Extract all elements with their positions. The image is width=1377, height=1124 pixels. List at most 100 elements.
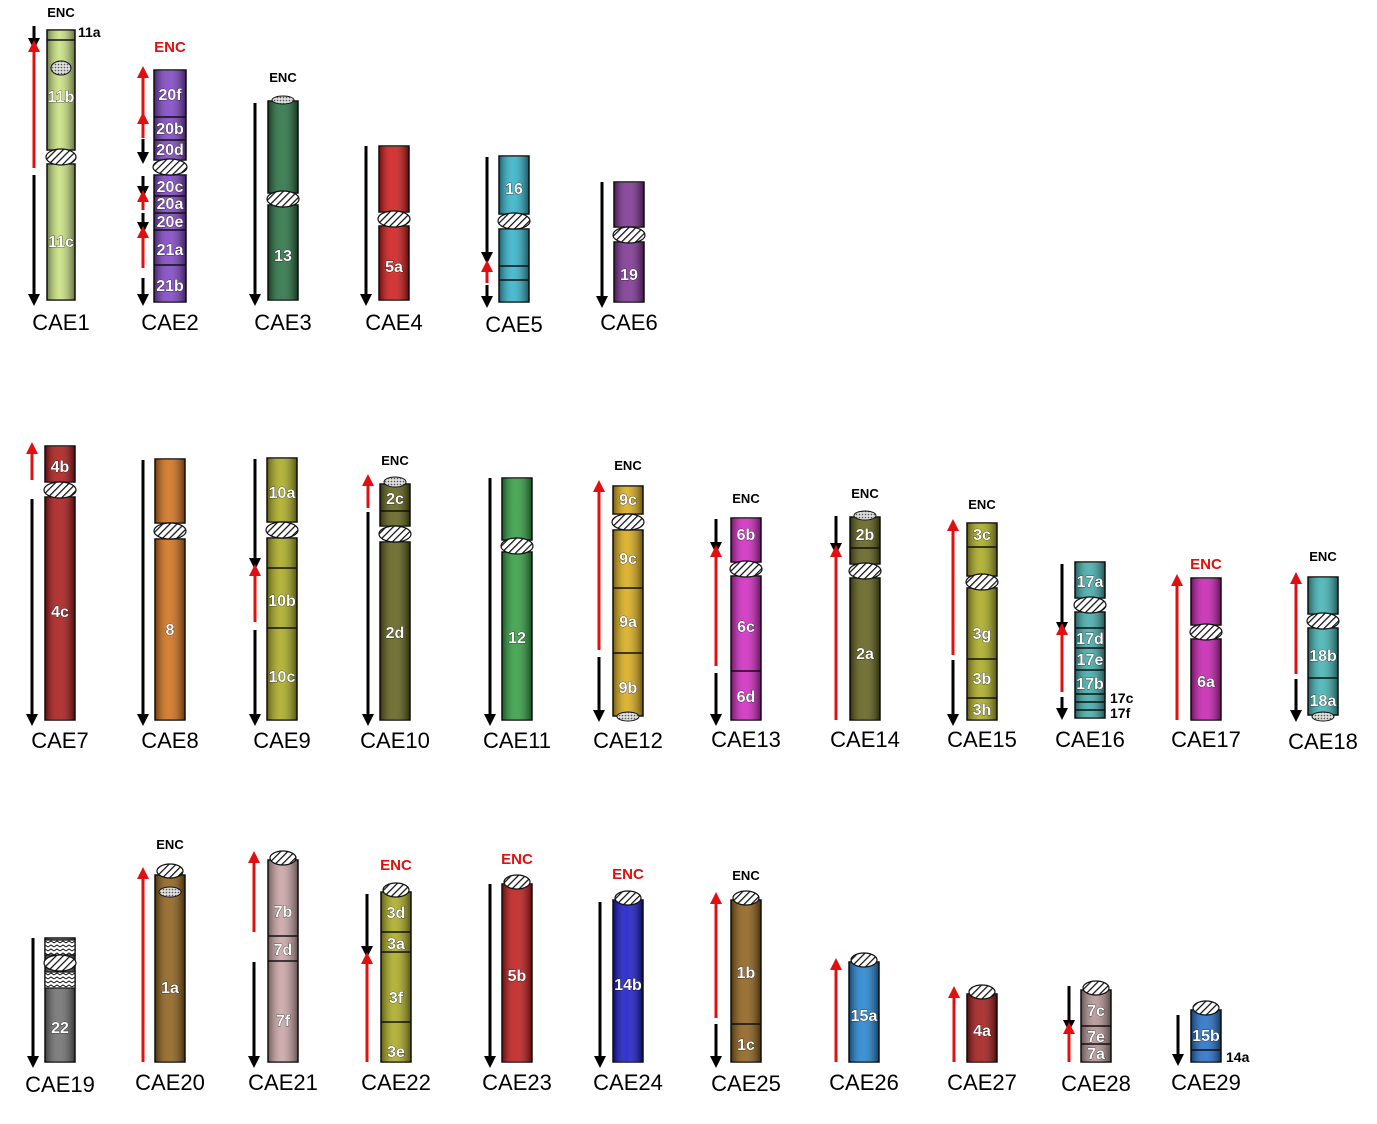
- arm-shading: [731, 900, 761, 1062]
- centromere: [378, 525, 412, 543]
- chromosome-cae5: 16 CAE5: [481, 155, 543, 337]
- segment-label: 17b: [1076, 676, 1104, 693]
- chromosome-label: CAE24: [593, 1070, 663, 1095]
- segment-label: 6b: [737, 527, 756, 544]
- segment-label: 10b: [268, 593, 296, 610]
- arm-shading: [380, 484, 410, 526]
- arm-shading: [967, 588, 997, 720]
- arm-shading: [268, 205, 298, 300]
- heterochromatin-knob: [383, 476, 407, 488]
- chromosome-cae7: 4b 4c CAE7: [26, 442, 89, 753]
- centromere: [611, 513, 645, 531]
- arm-shading: [499, 156, 529, 214]
- segment-label: 4b: [51, 459, 70, 476]
- side-label: 11a: [78, 24, 101, 40]
- centromere: [153, 522, 187, 540]
- arm-shading: [731, 576, 761, 720]
- segment-label: 9c: [619, 492, 637, 509]
- arm-shading: [850, 578, 880, 720]
- chromosome-cae3: 13 ENC CAE3: [249, 70, 312, 335]
- arm-shading: [45, 446, 75, 482]
- chromosome-label: CAE28: [1061, 1071, 1131, 1096]
- centromere: [43, 481, 77, 499]
- chromosome-cae15: 3c 3g 3b 3h ENC CAE15: [947, 497, 1017, 752]
- chromosome-label: CAE27: [947, 1070, 1017, 1095]
- chromosome-cae19: 22 CAE19: [25, 937, 95, 1097]
- arm-shading: [268, 101, 298, 193]
- enc-label: ENC: [269, 70, 297, 85]
- centromere: [1073, 596, 1107, 614]
- segment-label: 3a: [387, 936, 405, 953]
- segment-label: 20c: [157, 179, 184, 196]
- centromere: [1189, 623, 1223, 641]
- segment-label: 3b: [973, 671, 992, 688]
- enc-label: ENC: [154, 39, 186, 56]
- segment-label: 9b: [619, 680, 638, 697]
- arm-shading: [155, 875, 185, 1062]
- segment-label: 11c: [48, 234, 74, 251]
- arm-shading: [613, 486, 643, 514]
- chromosome-label: CAE10: [360, 728, 430, 753]
- segment-label: 3f: [389, 990, 404, 1007]
- enc-label: ENC: [732, 491, 760, 506]
- centromere: [965, 573, 999, 591]
- arm-shading: [967, 523, 997, 576]
- heterochromatin-knob: [158, 886, 182, 898]
- segment-label: 10c: [269, 669, 296, 686]
- chromosome-label: CAE6: [600, 310, 657, 335]
- centromere: [1192, 1000, 1220, 1016]
- chromosome-label: CAE23: [482, 1070, 552, 1095]
- chromosome-cae29: 15b 14a CAE29: [1171, 1000, 1250, 1095]
- chromosome-cae13: 6b 6c 6d ENC CAE13: [710, 491, 781, 752]
- chromosome-cae26: 15a CAE26: [829, 952, 899, 1095]
- heterochromatin-knob: [271, 95, 295, 105]
- centromere: [729, 560, 763, 578]
- arm-shading: [502, 884, 532, 1062]
- arm-shading: [379, 226, 409, 300]
- chromosome-cae18: 18b 18a ENC CAE18: [1288, 549, 1358, 754]
- segment-label: 7f: [276, 1013, 291, 1030]
- centromere: [43, 954, 77, 972]
- heterochromatin-knob: [853, 510, 877, 521]
- segment-label: 14b: [614, 977, 642, 994]
- segment-label: 3h: [973, 702, 992, 719]
- segment-label: 4a: [973, 1023, 991, 1040]
- arm-shading: [1308, 577, 1338, 614]
- chromosome-cae21: 7b 7d 7f CAE21: [248, 850, 318, 1095]
- chromosome-label: CAE7: [31, 728, 88, 753]
- enc-label: ENC: [380, 857, 412, 874]
- segment-label: 11b: [48, 89, 75, 106]
- segment-label: 3d: [387, 905, 406, 922]
- chromosome-cae9: 10a 10b 10c CAE9: [249, 457, 311, 753]
- arm-shading: [849, 962, 879, 1062]
- chromosome-label: CAE22: [361, 1070, 431, 1095]
- centromere: [382, 882, 410, 898]
- arm-shading: [614, 182, 644, 227]
- arm-shading: [731, 518, 761, 562]
- heterochromatin-block: [44, 971, 76, 989]
- chromosome-label: CAE3: [254, 310, 311, 335]
- segment-label: 17d: [1076, 631, 1104, 648]
- segment-label: 2c: [386, 491, 404, 508]
- heterochromatin-knob: [1311, 711, 1335, 722]
- centromere: [266, 190, 300, 208]
- centromere: [732, 890, 760, 906]
- arm-shading: [47, 164, 75, 300]
- segment-label: 5b: [508, 968, 527, 985]
- arm-shading: [613, 530, 643, 716]
- arm-shading: [47, 30, 75, 150]
- segment-label: 6a: [1197, 674, 1215, 691]
- chromosome-cae27: 4a CAE27: [947, 984, 1017, 1095]
- arm-shading: [155, 459, 185, 523]
- centromere: [269, 850, 297, 866]
- segment-label: 9c: [619, 551, 637, 568]
- segment-label: 20d: [156, 142, 184, 159]
- segment-label: 18b: [1309, 648, 1337, 665]
- centromere: [614, 890, 642, 906]
- enc-label: ENC: [47, 5, 75, 20]
- enc-label: ENC: [732, 868, 760, 883]
